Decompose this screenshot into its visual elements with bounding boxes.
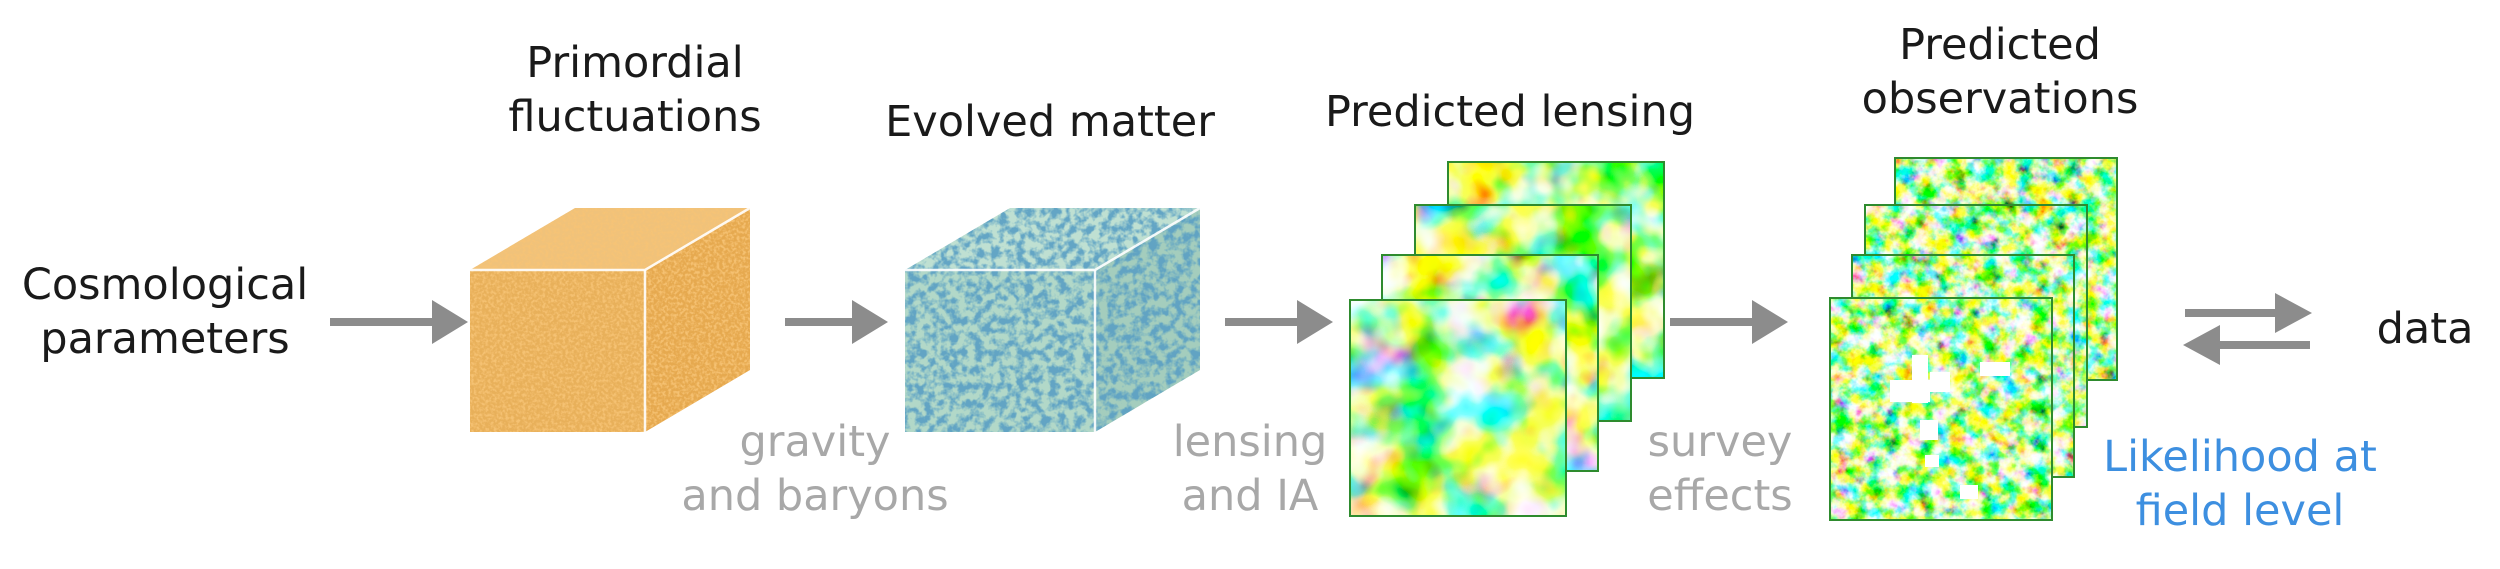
predicted-lensing-label: Predicted lensing <box>1324 87 1696 137</box>
right-arrow-icon <box>1670 300 1788 344</box>
right-arrow-icon <box>330 300 468 344</box>
cosmological-parameters-label: Cosmological parameters <box>21 260 309 364</box>
survey-mask <box>1890 355 2010 499</box>
gravity-and-baryons-label: gravity and baryons <box>681 417 949 521</box>
observation-map <box>1829 297 2053 521</box>
evolved-matter-label: Evolved matter <box>885 97 1215 147</box>
primordial-fluctuations-label: Primordial fluctuations <box>508 38 762 142</box>
lensing-map-stack <box>1349 161 1665 517</box>
lensing-and-ia-label: lensing and IA <box>1172 417 1328 521</box>
right-arrow-icon <box>1225 300 1333 344</box>
likelihood-label: Likelihood at field level <box>2103 432 2377 536</box>
observation-map-stack <box>1829 157 2118 521</box>
double-arrow-icon <box>2183 293 2312 365</box>
lensing-map <box>1349 299 1567 517</box>
evolved-cube <box>905 206 1201 432</box>
predicted-observations-label: Predicted observations <box>1861 20 2139 124</box>
primordial-cube <box>470 206 751 432</box>
right-arrow-icon <box>785 300 888 344</box>
data-label: data <box>2376 304 2474 354</box>
survey-effects-label: survey effects <box>1647 417 1793 521</box>
